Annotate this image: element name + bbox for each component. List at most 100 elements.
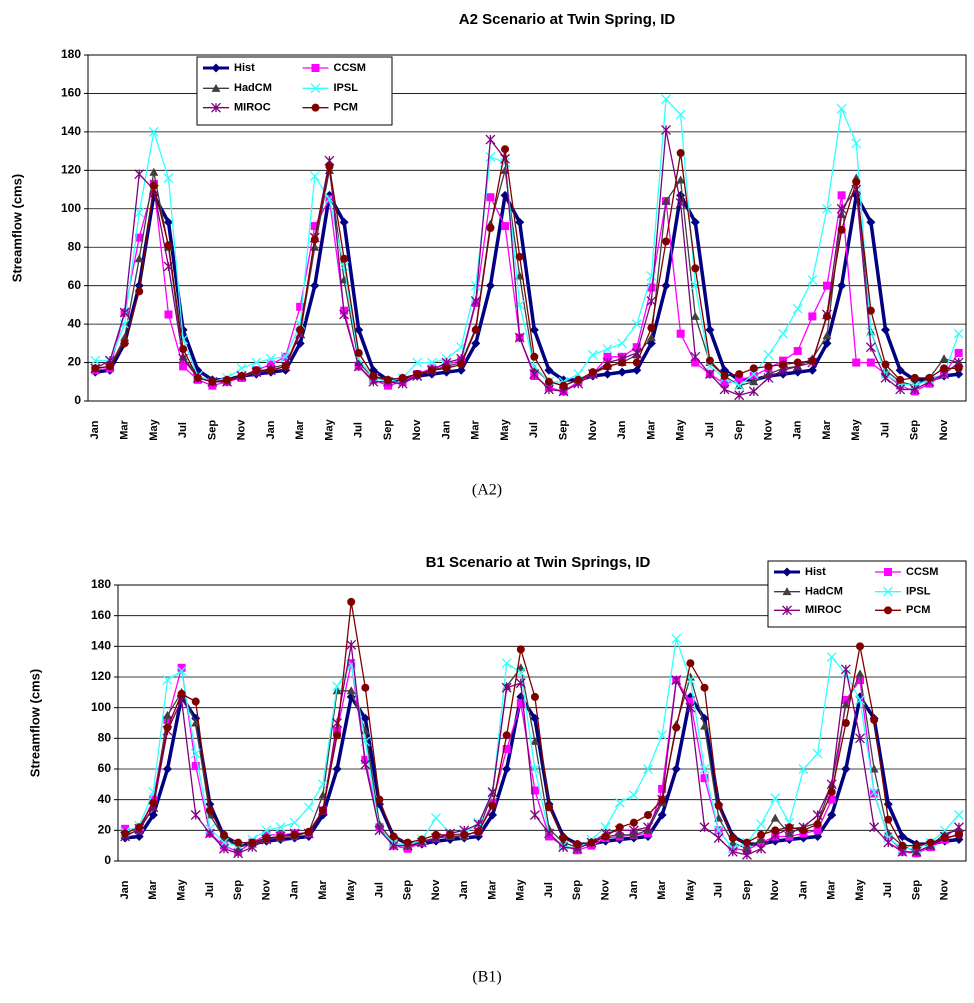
x-tick-label: Sep [733, 420, 745, 440]
marker [813, 820, 822, 829]
marker [813, 826, 822, 835]
marker [756, 835, 766, 844]
marker [332, 681, 343, 692]
marker [671, 764, 681, 774]
marker [501, 145, 510, 154]
marker [502, 731, 511, 740]
marker [515, 252, 524, 261]
marker [954, 364, 963, 373]
x-tick-label: Sep [206, 420, 218, 440]
marker [700, 774, 709, 783]
marker [354, 348, 363, 357]
marker [311, 103, 320, 112]
marker [149, 167, 159, 176]
marker [720, 365, 730, 375]
x-tick-label: May [148, 418, 160, 440]
marker [431, 813, 441, 824]
marker [446, 830, 455, 839]
x-tick-label: Jul [373, 882, 385, 898]
legend-label: PCM [334, 102, 358, 114]
x-tick-label: Mar [821, 420, 833, 440]
marker [852, 177, 861, 186]
marker [676, 175, 686, 184]
marker [631, 319, 642, 330]
marker [720, 379, 729, 388]
marker [163, 723, 172, 732]
marker [360, 759, 371, 770]
marker [529, 369, 540, 380]
marker [296, 302, 305, 311]
marker [529, 810, 540, 820]
marker [310, 222, 319, 231]
marker [164, 241, 173, 250]
marker [643, 764, 653, 774]
marker [500, 153, 511, 164]
marker [735, 370, 744, 379]
marker [135, 233, 144, 242]
marker [699, 764, 710, 774]
y-tick-label: 60 [98, 761, 112, 775]
marker [265, 353, 276, 364]
marker [954, 830, 963, 839]
marker [700, 683, 709, 692]
marker [251, 357, 262, 368]
marker [587, 349, 598, 360]
marker [749, 377, 759, 386]
marker [792, 303, 803, 314]
marker [686, 659, 695, 668]
x-tick-label: May [323, 418, 335, 440]
marker [700, 721, 710, 730]
marker [516, 699, 525, 708]
marker [822, 312, 831, 321]
marker [163, 173, 174, 183]
marker [953, 810, 964, 820]
x-tick-label: Mar [118, 420, 130, 440]
legend-label: CCSM [334, 62, 366, 74]
marker [369, 372, 378, 381]
marker [713, 833, 724, 843]
marker [793, 367, 803, 377]
marker [134, 254, 144, 263]
marker [837, 281, 847, 291]
marker [134, 207, 145, 218]
y-tick-label: 80 [98, 731, 112, 745]
marker [629, 818, 638, 827]
marker [866, 306, 875, 315]
marker [545, 803, 554, 812]
marker [954, 348, 963, 357]
marker [865, 342, 876, 353]
marker [347, 597, 356, 606]
x-tick-label: Jan [458, 880, 470, 899]
marker [855, 733, 865, 744]
x-tick-label: Nov [587, 419, 599, 441]
marker [720, 372, 729, 381]
x-tick-label: May [515, 878, 527, 900]
y-tick-label: 120 [91, 669, 111, 683]
marker [346, 692, 356, 702]
marker [822, 338, 832, 348]
marker [865, 326, 876, 337]
marker [855, 669, 865, 678]
series-line [94, 129, 960, 396]
y-tick-label: 80 [68, 239, 82, 253]
marker [353, 361, 364, 372]
marker [686, 697, 695, 706]
marker [779, 360, 788, 369]
marker [661, 281, 671, 291]
marker [782, 605, 792, 616]
marker [502, 764, 512, 774]
marker [880, 372, 891, 383]
marker [662, 237, 671, 246]
marker [742, 838, 751, 847]
chart: 0 20 40 60 80 100 120 140 160 180 Jan Mar May Jul Sep N… [27, 554, 967, 986]
marker [841, 700, 851, 709]
x-tick-label: Nov [938, 419, 950, 441]
legend-label: HadCM [805, 586, 843, 598]
marker [940, 834, 949, 842]
y-tick-label: 140 [91, 639, 111, 653]
marker [389, 832, 398, 841]
marker [162, 764, 172, 774]
marker [413, 370, 422, 379]
marker [727, 846, 738, 857]
legend: Hist CCSM HadCM IPSL MIROC PCM [196, 56, 393, 126]
